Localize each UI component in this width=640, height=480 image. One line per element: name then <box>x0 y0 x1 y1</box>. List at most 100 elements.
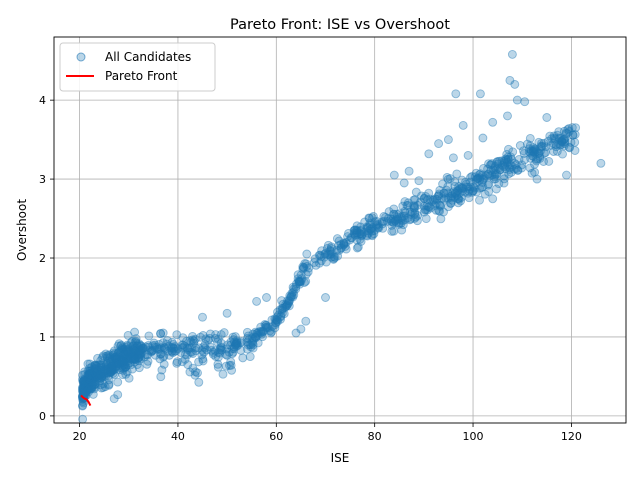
candidate-point <box>324 249 334 259</box>
candidate-point <box>80 367 90 377</box>
candidate-point <box>556 140 566 150</box>
candidate-point <box>263 323 273 333</box>
candidate-point <box>494 179 504 189</box>
candidate-point <box>360 217 370 227</box>
candidate-point <box>150 342 160 352</box>
legend-marker-candidates <box>76 52 86 62</box>
candidate-point <box>530 148 540 158</box>
candidate-point <box>387 220 397 230</box>
candidate-point <box>526 146 536 156</box>
candidate-point <box>96 363 106 373</box>
candidate-point <box>119 360 129 370</box>
candidate-point <box>296 276 306 286</box>
candidate-point <box>95 374 105 384</box>
candidate-point <box>316 252 326 261</box>
candidate-point <box>256 328 266 338</box>
candidate-point <box>423 205 433 215</box>
candidate-point <box>236 338 246 348</box>
candidate-point <box>555 140 565 150</box>
candidate-point <box>96 360 106 370</box>
candidate-point <box>353 242 363 252</box>
candidate-point <box>317 246 327 256</box>
candidate-point <box>243 331 253 341</box>
candidate-point <box>549 131 559 141</box>
candidate-point <box>537 138 546 148</box>
candidate-point <box>309 258 319 267</box>
candidate-point <box>90 361 100 371</box>
candidate-point <box>123 347 133 357</box>
candidate-point <box>527 168 537 178</box>
candidate-point <box>256 326 266 336</box>
candidate-point <box>216 330 226 340</box>
candidate-point <box>80 376 89 386</box>
candidate-point <box>494 164 504 173</box>
candidate-point <box>87 382 97 392</box>
candidate-point <box>111 362 121 372</box>
candidate-point <box>134 353 144 363</box>
candidate-point <box>303 267 313 277</box>
candidate-point <box>101 372 110 381</box>
candidate-point <box>397 225 407 235</box>
candidate-point <box>466 173 475 182</box>
chart-title: Pareto Front: ISE vs Overshoot <box>230 17 450 33</box>
candidate-point <box>256 322 266 332</box>
candidate-point <box>349 226 359 236</box>
candidate-point <box>364 223 373 232</box>
candidate-point <box>294 277 304 287</box>
candidate-points <box>78 49 606 424</box>
candidate-point <box>506 152 516 162</box>
candidate-point <box>227 365 237 375</box>
candidate-point <box>89 372 99 382</box>
candidate-point <box>332 234 342 244</box>
candidate-point <box>129 351 139 360</box>
candidate-point <box>133 341 142 351</box>
candidate-point <box>105 358 115 368</box>
candidate-point <box>92 365 102 375</box>
candidate-point <box>110 349 120 359</box>
candidate-point <box>185 367 195 377</box>
candidate-point <box>188 331 197 341</box>
y-tick-label: 3 <box>39 173 46 186</box>
candidate-point <box>78 384 88 394</box>
candidate-point <box>187 347 196 357</box>
candidate-point <box>352 228 362 238</box>
candidate-point <box>97 371 107 381</box>
candidate-point <box>534 149 543 159</box>
candidate-point <box>152 342 162 352</box>
candidate-point <box>80 388 90 398</box>
candidate-point <box>231 340 241 350</box>
candidate-point <box>509 164 519 174</box>
candidate-point <box>310 254 320 264</box>
candidate-point <box>347 233 357 243</box>
candidate-point <box>90 360 100 370</box>
candidate-point <box>372 221 382 231</box>
candidate-point <box>114 347 124 357</box>
candidate-point <box>104 379 114 389</box>
candidate-point <box>131 343 140 353</box>
candidate-point <box>419 193 429 203</box>
candidate-point <box>488 117 498 127</box>
candidate-point <box>276 314 285 324</box>
candidate-point <box>536 142 546 152</box>
candidate-point <box>79 376 89 386</box>
candidate-point <box>130 354 140 364</box>
candidate-point <box>109 358 119 368</box>
candidate-point <box>115 348 125 358</box>
candidate-point <box>271 318 281 327</box>
candidate-point <box>103 362 113 372</box>
candidate-point <box>130 355 140 365</box>
candidate-point <box>434 139 444 149</box>
candidate-point <box>83 366 93 376</box>
candidate-point <box>110 352 120 362</box>
candidate-point <box>78 385 88 395</box>
candidate-point <box>454 195 464 204</box>
candidate-point <box>251 327 260 337</box>
candidate-point <box>111 356 121 366</box>
candidate-point <box>450 188 460 198</box>
candidate-point <box>559 126 569 136</box>
candidate-point <box>398 220 408 230</box>
candidate-point <box>172 330 182 340</box>
candidate-point <box>100 364 110 374</box>
candidate-point <box>486 165 496 175</box>
candidate-point <box>473 173 483 183</box>
